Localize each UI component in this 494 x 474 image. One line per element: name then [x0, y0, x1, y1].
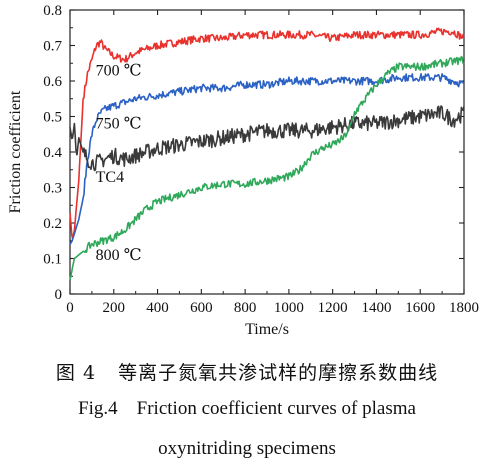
x-tick-label: 0 [66, 300, 74, 316]
y-tick-label: 0.3 [43, 181, 62, 197]
friction-chart: 0 0.1 0.2 0.3 0.4 0.5 0.6 0.7 0.8 0 200 400 600 800 10… [7, 3, 479, 338]
caption-chinese: 图 4 等离子氮氧共渗试样的摩擦系数曲线 [0, 358, 494, 385]
caption-chinese-text: 等离子氮氧共渗试样的摩擦系数曲线 [118, 362, 439, 384]
x-tick-label: 1400 [361, 300, 391, 316]
x-tick-label: 400 [146, 300, 169, 316]
x-tick-label: 800 [234, 300, 257, 316]
series-line-800 [69, 55, 465, 280]
y-tick-label: 0.7 [43, 39, 62, 55]
y-tick-label: 0 [55, 287, 63, 303]
series-line-700 [69, 27, 465, 240]
x-tick-label: 1200 [318, 300, 348, 316]
series-line-750 [69, 73, 465, 245]
x-tick-label: 1000 [274, 300, 304, 316]
x-tick-label: 600 [190, 300, 213, 316]
x-tick-label: 1600 [405, 300, 435, 316]
y-tick-label: 0.8 [43, 3, 62, 19]
y-tick-label: 0.1 [43, 252, 62, 268]
y-axis-label: Friction coefficient [7, 90, 24, 213]
series-line-tc4 [69, 105, 465, 172]
y-tick-label: 0.4 [43, 145, 62, 161]
caption-english-line2: oxynitriding specimens [158, 438, 336, 459]
caption-chinese-number: 图 4 [55, 362, 97, 384]
y-tick-label: 0.2 [43, 216, 62, 232]
series-annotation: TC4 [96, 169, 124, 186]
series-annotation: 700 ℃ [96, 62, 142, 79]
caption-english-line1: Fig.4 Friction coefficient curves of pla… [78, 398, 416, 419]
x-tick-label: 1800 [449, 300, 479, 316]
y-tick-label: 0.6 [43, 74, 62, 90]
series-annotation: 800 ℃ [96, 247, 142, 264]
series-annotation: 750 ℃ [96, 116, 142, 133]
y-tick-label: 0.5 [43, 110, 62, 126]
x-axis-label: Time/s [245, 321, 289, 338]
x-tick-label: 200 [103, 300, 126, 316]
